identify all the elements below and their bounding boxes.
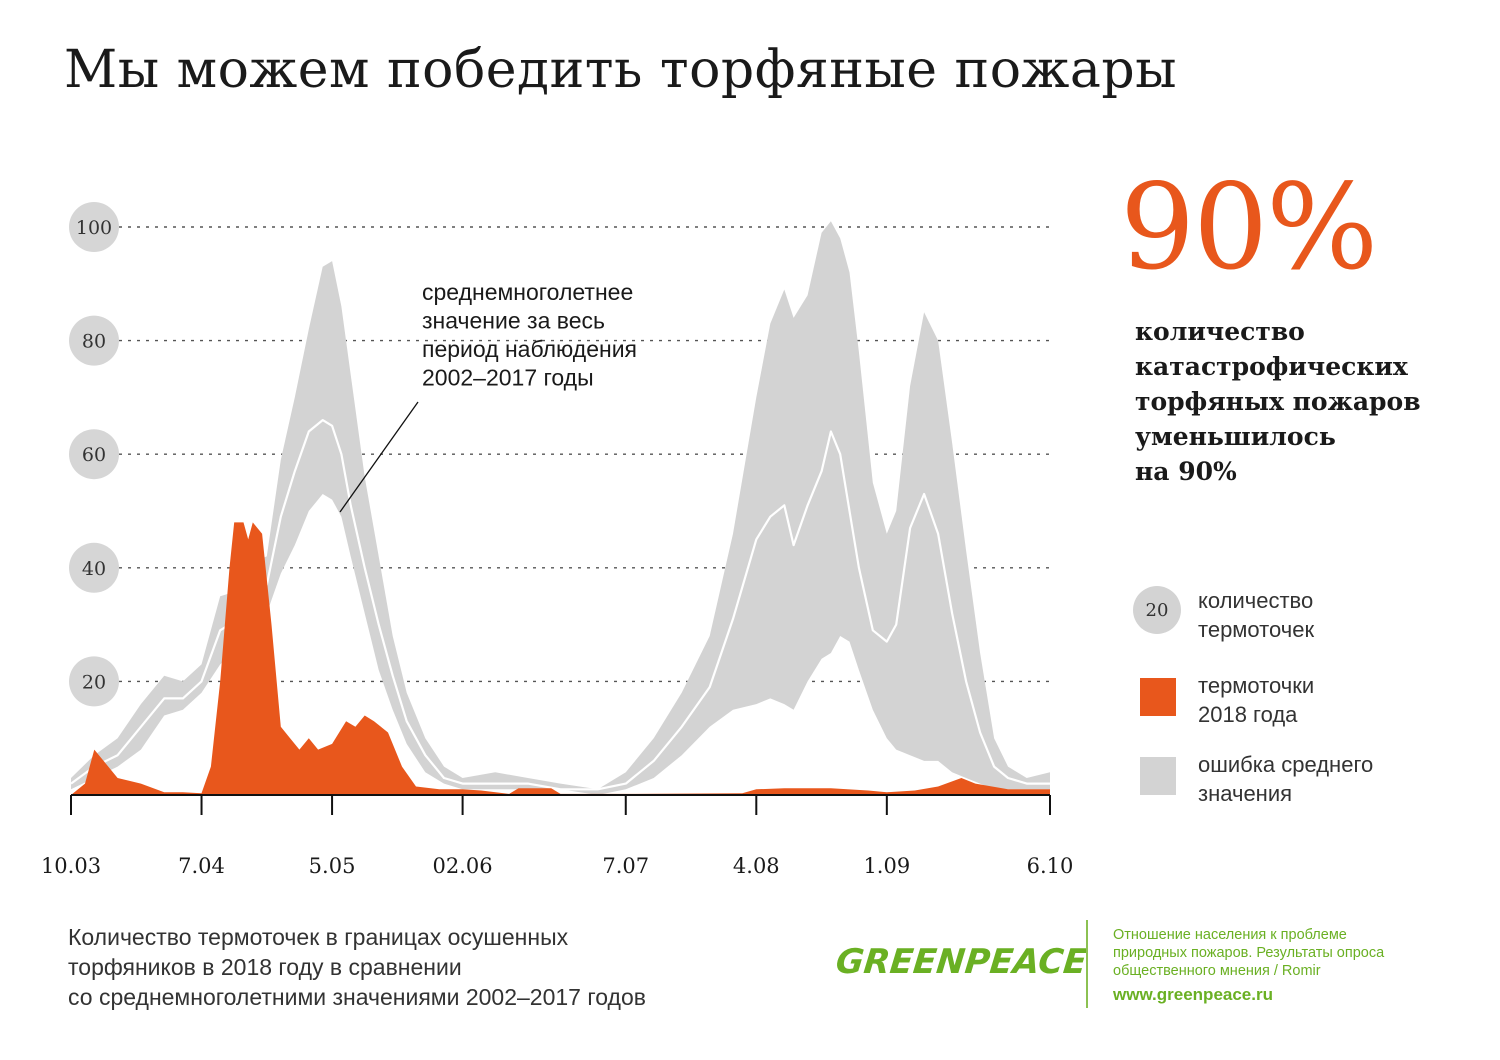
x-tick-label: 5.05	[309, 854, 356, 878]
thermopoints-2018-area	[71, 522, 1050, 795]
legend-gray-swatch	[1140, 757, 1176, 795]
legend-orange-swatch	[1140, 678, 1176, 716]
legend-label-line: значения	[1198, 781, 1293, 806]
y-tick-layer: 20 40 60 80 100	[69, 202, 119, 707]
percent-description-line: на 90%	[1135, 457, 1237, 486]
y-tick-bubble	[69, 202, 119, 252]
y-tick-bubble	[69, 656, 119, 707]
legend-label-line: термоточки	[1198, 673, 1315, 698]
legend-label: термоточки 2018 года	[1198, 671, 1458, 729]
annotation-line: 2002–2017 годы	[422, 365, 594, 391]
legend-label-line: термоточек	[1198, 617, 1315, 642]
legend-label: количество термоточек	[1198, 586, 1458, 644]
legend-label-line: количество	[1198, 588, 1314, 613]
source-line: общественного мнения / Romir	[1113, 963, 1321, 979]
greenpeace-logo: GREENPEACE	[833, 942, 1089, 982]
x-tick-label: 4.08	[733, 854, 780, 878]
annotation-leader	[339, 401, 419, 513]
x-tick-label: 6.10	[1027, 854, 1074, 878]
divider	[1086, 920, 1088, 1008]
annotation-line: период наблюдения	[422, 336, 637, 362]
x-tick-label: 7.04	[178, 854, 225, 878]
legend-label-line: 2018 года	[1198, 702, 1298, 727]
y-tick-label: 60	[82, 444, 106, 466]
footnote-line: Количество термоточек в границах осушенн…	[68, 924, 569, 950]
y-tick-bubble	[69, 429, 119, 480]
x-tick-label: 1.09	[863, 854, 910, 878]
annotation-line: значение за весь	[422, 308, 605, 334]
annotation-line: среднемноголетнее	[422, 279, 633, 305]
legend-label: ошибка среднего значения	[1198, 750, 1458, 808]
legend-label-line: ошибка среднего	[1198, 752, 1374, 777]
legend-circle-swatch: 20	[1133, 586, 1181, 634]
x-axis-layer: 10.03 7.04 5.05 02.06 7.07 4.08 1.09 6.10	[41, 794, 1074, 878]
footnote-line: торфяников в 2018 году в сравнении	[68, 954, 462, 980]
chart-footnote: Количество термоточек в границах осушенн…	[68, 922, 646, 1012]
error-band	[71, 221, 1050, 796]
big-percent: 90%	[1120, 158, 1378, 296]
percent-description-line: количество	[1135, 317, 1305, 346]
annotation-layer: среднемноголетнее значение за весьпериод …	[339, 279, 637, 513]
y-tick-label: 40	[82, 558, 106, 580]
thermopoints-2018-layer	[71, 522, 1050, 795]
x-tick-label: 7.07	[602, 854, 649, 878]
y-tick-label: 20	[82, 671, 106, 693]
y-tick-bubble	[69, 542, 119, 593]
chart-title: Мы можем победить торфяные пожары	[64, 40, 1178, 100]
percent-description-line: торфяных пожаров	[1135, 387, 1421, 416]
percent-description: количество катастрофических торфяных пож…	[1135, 314, 1455, 489]
source-line: природных пожаров. Результаты опроса	[1113, 945, 1385, 961]
y-tick-label: 80	[82, 331, 106, 353]
y-tick-label: 100	[76, 217, 112, 239]
percent-description-line: уменьшилось	[1135, 422, 1336, 451]
footnote-line: со среднемноголетними значениями 2002–20…	[68, 984, 646, 1010]
percent-description-line: катастрофических	[1135, 352, 1408, 381]
source-line: Отношение населения к проблеме	[1113, 927, 1347, 943]
error-band-layer	[71, 221, 1050, 796]
source-note: Отношение населения к проблеме природных…	[1113, 926, 1483, 1004]
source-url[interactable]: www.greenpeace.ru	[1113, 985, 1273, 1004]
x-tick-label: 10.03	[41, 854, 101, 878]
y-tick-bubble	[69, 315, 119, 366]
x-tick-label: 02.06	[433, 854, 493, 878]
